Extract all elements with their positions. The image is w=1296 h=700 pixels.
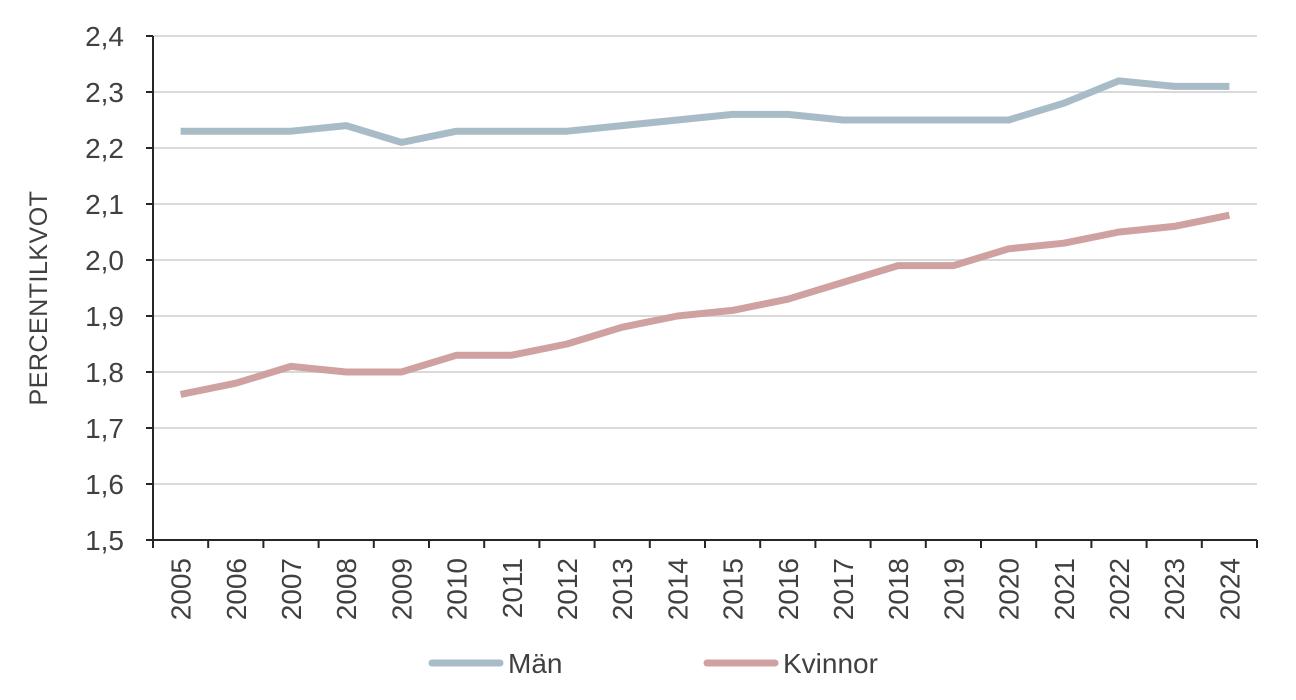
y-tick-label: 1,5 (85, 525, 124, 556)
x-tick-label: 2012 (552, 558, 583, 620)
series-line-1 (180, 77, 1230, 146)
legend: Män Kvinnor (428, 648, 878, 679)
legend-label-1: Män (508, 648, 562, 679)
y-tick-label: 2,1 (85, 189, 124, 220)
x-tick-label: 2022 (1104, 558, 1135, 620)
y-tick-label: 1,9 (85, 301, 124, 332)
x-tick-label: 2014 (662, 558, 693, 620)
y-tick-label: 1,8 (85, 357, 124, 388)
x-tick-label: 2015 (718, 558, 749, 620)
x-tick-label: 2011 (497, 558, 528, 618)
series-line-2 (179, 211, 1231, 398)
x-tick-label: 2017 (828, 558, 859, 620)
gridlines (153, 35, 1257, 485)
x-tick-label: 2013 (607, 558, 638, 620)
legend-label-2: Kvinnor (783, 648, 878, 679)
y-tick-label: 2,2 (85, 133, 124, 164)
y-tick-label: 2,3 (85, 77, 124, 108)
x-tick-label: 2016 (773, 558, 804, 620)
x-tick-label: 2021 (1049, 558, 1080, 620)
x-tick-label: 2019 (938, 558, 969, 620)
x-tick-label: 2010 (442, 558, 473, 620)
x-tick-label: 2007 (276, 558, 307, 620)
y-tick-label: 2,4 (85, 21, 124, 52)
x-tick-label: 2018 (883, 558, 914, 620)
axes (146, 35, 1258, 548)
x-tick-label: 2009 (386, 558, 417, 620)
x-tick-label: 2024 (1214, 558, 1245, 620)
x-tick-label: 2020 (994, 558, 1025, 620)
y-tick-label: 2,0 (85, 245, 124, 276)
y-tick-labels: 1,5 1,6 1,7 1,8 1,9 2,0 2,1 2,2 2,3 2,4 (85, 21, 124, 556)
x-tick-label: 2006 (221, 558, 252, 620)
y-axis-title: PERCENTILKVOT (25, 191, 53, 406)
y-tick-label: 1,7 (85, 413, 124, 444)
x-tick-label: 2023 (1159, 558, 1190, 620)
y-tick-label: 1,6 (85, 469, 124, 500)
x-tick-label: 2005 (166, 558, 197, 620)
x-tick-label: 2008 (331, 558, 362, 620)
x-tick-labels: 2005 2006 2007 2008 2009 2010 2011 2012 2013 2014… (166, 558, 1246, 620)
series-lines (179, 77, 1231, 398)
